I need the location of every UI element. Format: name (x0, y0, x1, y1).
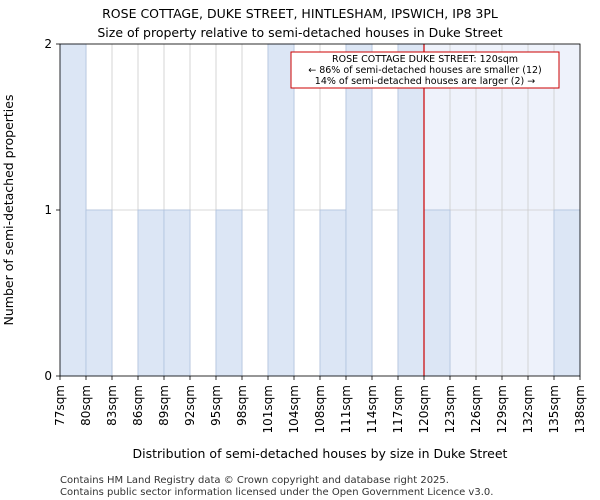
x-tick-label: 114sqm (365, 385, 379, 433)
annotation-line-larger: 14% of semi-detached houses are larger (… (315, 76, 535, 87)
x-tick-label: 120sqm (417, 385, 431, 433)
y-axis-label: Number of semi-detached properties (1, 95, 16, 326)
x-tick-label: 111sqm (339, 385, 353, 433)
bar-111sqm (345, 43, 373, 377)
footer-licence: Contains public sector information licen… (60, 487, 493, 498)
bar-80sqm (85, 209, 113, 377)
bar-108sqm (319, 209, 347, 377)
chart-subtitle: Size of property relative to semi-detach… (97, 25, 502, 40)
x-tick-label: 89sqm (157, 385, 171, 426)
x-tick-label: 135sqm (547, 385, 561, 433)
x-tick-label: 95sqm (209, 385, 223, 426)
x-tick-label: 129sqm (495, 385, 509, 433)
bar-117sqm (397, 43, 425, 377)
x-tick-label: 92sqm (183, 385, 197, 426)
y-tick-label: 1 (44, 203, 52, 217)
bar-86sqm (137, 209, 165, 377)
x-tick-label: 98sqm (235, 385, 249, 426)
y-axis-ticks: 0 1 2 (44, 37, 60, 383)
x-tick-label: 138sqm (573, 385, 587, 433)
bar-95sqm (215, 209, 243, 377)
x-tick-label: 104sqm (287, 385, 301, 433)
x-tick-label: 123sqm (443, 385, 457, 433)
x-tick-label: 117sqm (391, 385, 405, 433)
x-axis-label: Distribution of semi-detached houses by … (133, 446, 508, 461)
x-tick-label: 86sqm (131, 385, 145, 426)
x-tick-label: 126sqm (469, 385, 483, 433)
y-tick-label: 0 (44, 369, 52, 383)
x-tick-label: 101sqm (261, 385, 275, 433)
annotation-line-smaller: ← 86% of semi-detached houses are smalle… (308, 65, 542, 76)
x-tick-label: 77sqm (53, 385, 67, 426)
x-tick-label: 83sqm (105, 385, 119, 426)
bar-120sqm (423, 209, 451, 377)
bars (59, 43, 581, 377)
bar-101sqm (267, 43, 295, 377)
chart-title: ROSE COTTAGE, DUKE STREET, HINTLESHAM, I… (102, 6, 498, 21)
bar-135sqm (553, 209, 581, 377)
x-tick-label: 80sqm (79, 385, 93, 426)
x-axis-ticks: 77sqm 80sqm 83sqm 86sqm 89sqm 92sqm 95sqm 98sqm… (53, 376, 587, 433)
annotation-box (290, 51, 560, 89)
bar-89sqm (163, 209, 191, 377)
property-annotation: ROSE COTTAGE DUKE STREET: 120sqm ← 86% o… (290, 51, 560, 89)
bar-77sqm (59, 43, 87, 377)
annotation-line-property: ROSE COTTAGE DUKE STREET: 120sqm (332, 54, 518, 65)
x-tick-label: 132sqm (521, 385, 535, 433)
footer-copyright: Contains HM Land Registry data © Crown c… (60, 475, 449, 486)
x-tick-label: 108sqm (313, 385, 327, 433)
y-tick-label: 2 (44, 37, 52, 51)
